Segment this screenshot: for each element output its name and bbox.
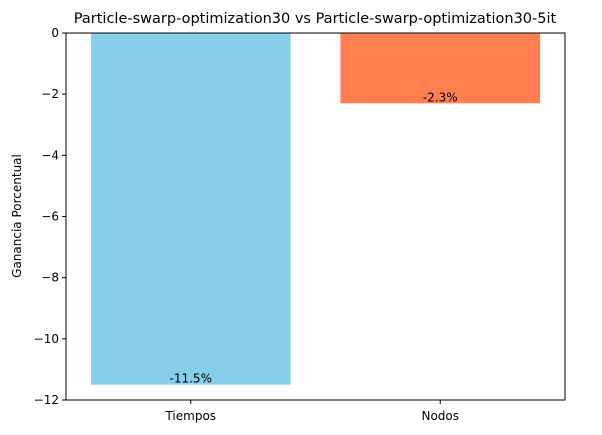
- bar-tiempos: [90, 33, 291, 385]
- x-tick-label: Nodos: [421, 409, 459, 423]
- y-ticks-group: 0 −2 −4 −6 −8 −10 −12: [34, 26, 66, 407]
- y-tick-label: −8: [41, 271, 59, 285]
- plot-frame: [65, 32, 566, 401]
- bars-group: [90, 33, 541, 385]
- y-axis-label: Ganancia Porcentual: [10, 154, 24, 278]
- bar-nodos: [340, 33, 541, 104]
- x-tick-label: Tiempos: [164, 409, 216, 423]
- data-label: -2.3%: [423, 90, 458, 104]
- y-tick-label: −4: [41, 148, 59, 162]
- y-tick-label: 0: [51, 26, 59, 40]
- data-labels-group: -11.5% -2.3%: [170, 90, 458, 385]
- chart-title: Particle-swarp-optimization30 vs Particl…: [74, 11, 557, 27]
- y-tick-label: −10: [34, 332, 59, 346]
- y-tick-label: −6: [41, 210, 59, 224]
- y-tick-label: −2: [41, 87, 59, 101]
- x-ticks-group: Tiempos Nodos: [164, 400, 459, 423]
- y-tick-label: −12: [34, 393, 59, 407]
- data-label: -11.5%: [170, 372, 212, 386]
